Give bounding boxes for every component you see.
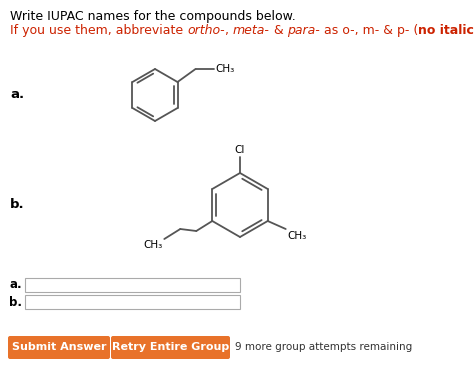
Text: no italics: no italics: [419, 24, 474, 37]
Text: ,: ,: [225, 24, 233, 37]
Text: CH₃: CH₃: [288, 231, 307, 241]
FancyBboxPatch shape: [111, 336, 230, 359]
Text: CH₃: CH₃: [216, 64, 235, 74]
Text: as o-, m- & p- (: as o-, m- & p- (: [320, 24, 419, 37]
FancyBboxPatch shape: [25, 278, 240, 292]
Text: ortho-: ortho-: [187, 24, 225, 37]
Text: Submit Answer: Submit Answer: [12, 343, 106, 353]
Text: a.: a.: [9, 279, 22, 292]
Text: a.: a.: [10, 88, 24, 101]
FancyBboxPatch shape: [8, 336, 110, 359]
Text: Retry Entire Group: Retry Entire Group: [112, 343, 229, 353]
Text: CH₃: CH₃: [143, 240, 162, 250]
Text: b.: b.: [9, 296, 22, 309]
Text: Write IUPAC names for the compounds below.: Write IUPAC names for the compounds belo…: [10, 10, 296, 23]
Text: If you use them, abbreviate: If you use them, abbreviate: [10, 24, 187, 37]
Text: Cl: Cl: [235, 145, 245, 155]
Text: &: &: [270, 24, 287, 37]
FancyBboxPatch shape: [25, 295, 240, 309]
Text: meta-: meta-: [233, 24, 270, 37]
Text: b.: b.: [10, 198, 25, 212]
Text: para-: para-: [287, 24, 320, 37]
Text: 9 more group attempts remaining: 9 more group attempts remaining: [235, 342, 412, 352]
